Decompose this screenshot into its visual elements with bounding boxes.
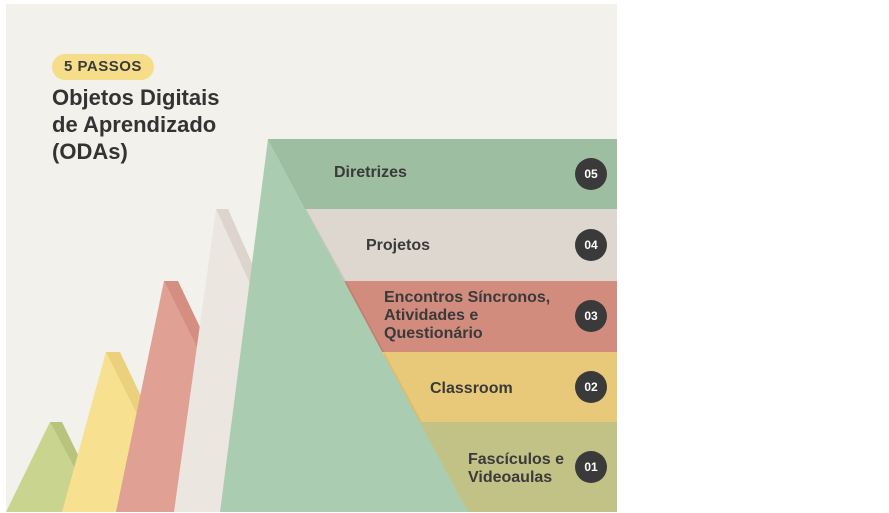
- title-line-2: de Aprendizado: [52, 112, 217, 137]
- step-03-line-3: Questionário: [384, 325, 483, 342]
- step-04-label: Projetos: [366, 237, 430, 255]
- step-04-line-1: Projetos: [366, 237, 431, 254]
- infographic: 5 PASSOS Objetos Digitais de Aprendizado…: [6, 4, 617, 512]
- title-line-1: Objetos Digitais: [52, 85, 220, 110]
- step-05-line-1: Diretrizes: [334, 164, 407, 181]
- step-01-number: 01: [575, 451, 607, 483]
- step-05-number: 05: [575, 158, 607, 190]
- step-02-number: 02: [575, 371, 607, 403]
- step-02-line-1: Classroom: [430, 380, 513, 397]
- band-05: [268, 139, 617, 209]
- title-line-3: (ODAs): [52, 139, 128, 164]
- step-03-number: 03: [575, 300, 607, 332]
- steps-badge: 5 PASSOS: [52, 54, 154, 80]
- step-04-number: 04: [575, 229, 607, 261]
- step-01-line-1: Fascículos e: [468, 451, 565, 468]
- step-01-line-2: Videoaulas: [468, 469, 553, 486]
- step-03-label: Encontros Síncronos, Atividades e Questi…: [384, 289, 550, 343]
- peak-5: [220, 139, 468, 512]
- pyramid-art: [6, 139, 617, 512]
- step-03-line-2: Atividades e: [384, 307, 479, 324]
- step-01-label: Fascículos e Videoaulas: [468, 451, 564, 487]
- step-03-line-1: Encontros Síncronos,: [384, 289, 551, 306]
- page-title: Objetos Digitais de Aprendizado (ODAs): [52, 84, 262, 165]
- step-05-label: Diretrizes: [334, 164, 407, 182]
- step-02-label: Classroom: [430, 380, 513, 398]
